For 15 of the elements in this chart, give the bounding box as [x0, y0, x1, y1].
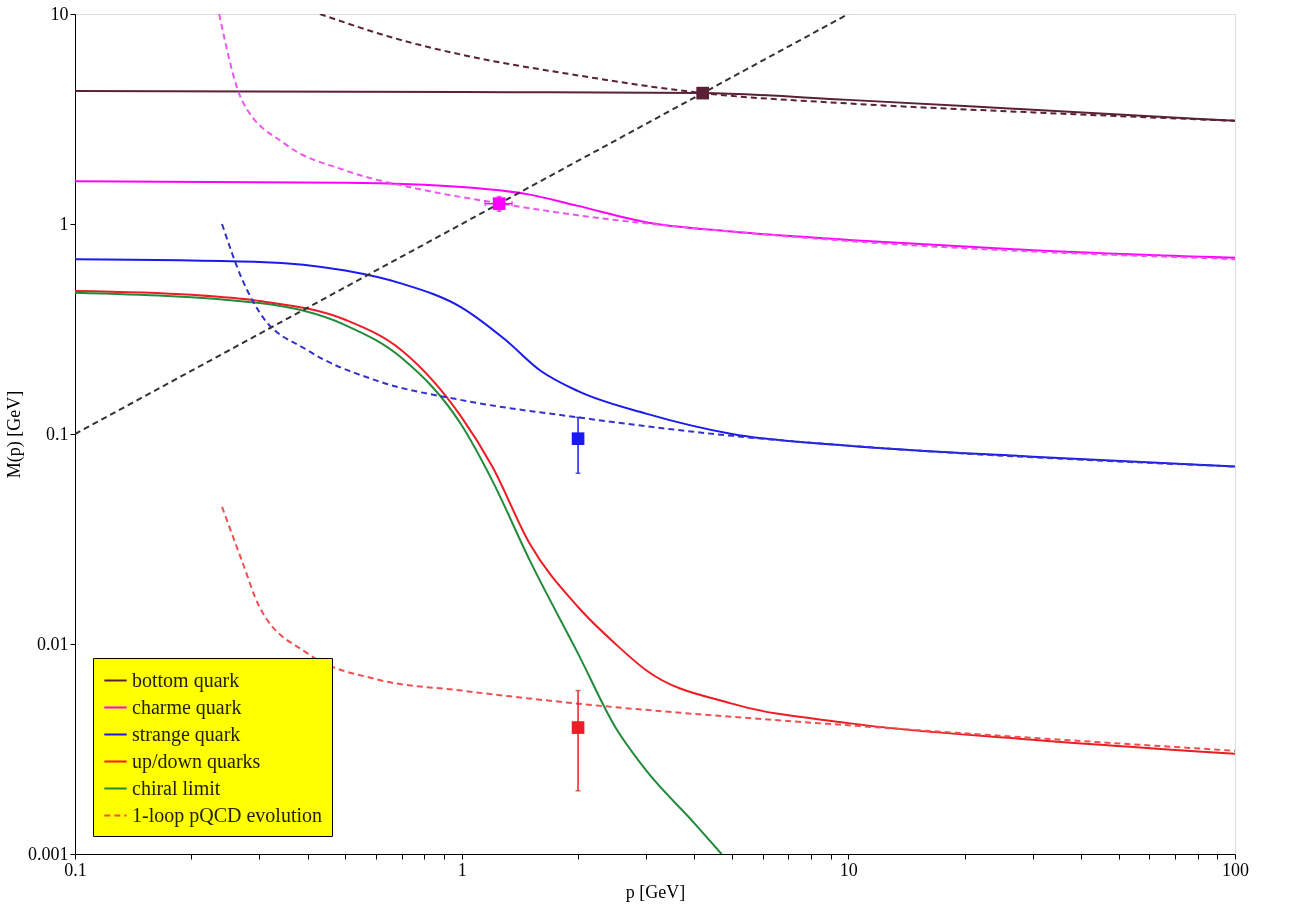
y-axis-title: M(p) [GeV] [4, 390, 25, 479]
x-tick-label: 10 [839, 859, 858, 880]
legend-label: strange quark [132, 722, 241, 746]
y-tick-label: 0.1 [46, 423, 69, 444]
x-tick-label: 100 [1222, 859, 1249, 880]
legend-label: bottom quark [132, 668, 240, 692]
legend-label: up/down quarks [132, 749, 261, 773]
x-tick-label: 1 [457, 859, 467, 880]
y-tick-label: 0.01 [37, 633, 69, 654]
x-axis-title: p [GeV] [625, 881, 686, 902]
y-tick-label: 1 [59, 213, 69, 234]
legend-label: chiral limit [132, 776, 221, 799]
legend-label: 1-loop pQCD evolution [132, 803, 322, 827]
legend-label: charme quark [132, 695, 242, 719]
y-tick-label: 10 [50, 3, 69, 24]
